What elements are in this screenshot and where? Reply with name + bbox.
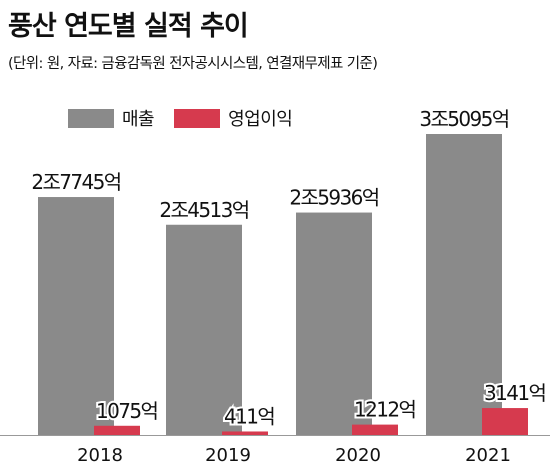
- bar-operating-profit-2019: [222, 431, 268, 435]
- bar-operating-profit-2021: [482, 408, 528, 435]
- data-label-operating-profit-2018: 1075억: [96, 399, 157, 423]
- legend-label-revenue: 매출: [122, 109, 155, 130]
- bar-revenue-2019: [166, 224, 242, 435]
- bar-operating-profit-2020: [352, 424, 398, 435]
- data-label-operating-profit-2020: 1212억: [354, 398, 415, 422]
- data-label-revenue-2020: 2조5936억: [289, 186, 378, 210]
- legend-item-revenue: 매출: [68, 105, 155, 131]
- data-label-revenue-2018: 2조7745억: [31, 170, 120, 194]
- data-label-operating-profit-2019: 411억: [224, 404, 274, 428]
- data-label-operating-profit-2021: 3141억: [484, 381, 545, 405]
- legend: 매출 영업이익: [68, 105, 312, 131]
- legend-swatch-revenue: [68, 108, 114, 128]
- chart-title: 풍산 연도별 실적 추이: [8, 11, 249, 42]
- data-label-revenue-2021: 3조5095억: [419, 107, 508, 131]
- bar-revenue-2018: [38, 197, 114, 435]
- bar-operating-profit-2018: [94, 425, 140, 435]
- x-tick-label-2019: 2019: [205, 445, 251, 465]
- chart-subtitle: (단위: 원, 자료: 금융감독원 전자공시시스템, 연결재무제표 기준): [8, 56, 378, 72]
- x-tick-label-2021: 2021: [465, 445, 511, 465]
- bar-revenue-2021: [426, 134, 502, 435]
- data-label-revenue-2019: 2조4513억: [159, 198, 248, 222]
- x-tick-label-2018: 2018: [77, 445, 123, 465]
- legend-label-operating-profit: 영업이익: [228, 109, 293, 130]
- x-tick-label-2020: 2020: [335, 445, 381, 465]
- legend-item-operating-profit: 영업이익: [174, 105, 293, 131]
- bar-revenue-2020: [296, 212, 372, 435]
- legend-swatch-operating-profit: [174, 108, 221, 128]
